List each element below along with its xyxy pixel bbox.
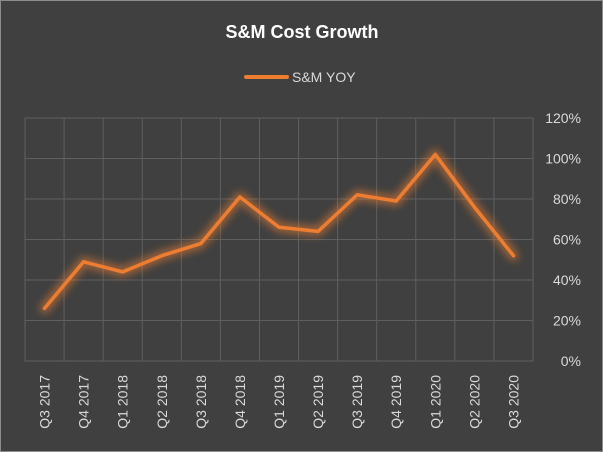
x-axis: Q3 2017 Q4 2017 Q1 2018 Q2 2018 Q3 2018 Q4 20… [37, 375, 522, 429]
data-point [316, 229, 320, 233]
chart-title: S&M Cost Growth [226, 22, 379, 42]
data-point [277, 225, 281, 229]
data-point [238, 195, 242, 199]
y-tick-label: 100% [545, 151, 581, 167]
x-tick-label: Q4 2017 [76, 375, 92, 429]
y-tick-label: 20% [553, 313, 581, 329]
x-tick-label: Q3 2018 [193, 375, 209, 429]
legend: S&M YOY [244, 69, 356, 85]
x-tick-label: Q1 2018 [115, 375, 131, 429]
x-tick-label: Q1 2019 [271, 375, 287, 429]
x-tick-label: Q2 2018 [154, 375, 170, 429]
data-point [43, 306, 47, 310]
x-tick-label: Q2 2019 [310, 375, 326, 429]
x-tick-label: Q3 2019 [349, 375, 365, 429]
y-axis: 0% 20% 40% 60% 80% 100% 120% [545, 110, 581, 369]
y-tick-label: 80% [553, 191, 581, 207]
x-tick-label: Q2 2020 [466, 375, 482, 429]
y-tick-label: 120% [545, 110, 581, 126]
y-tick-label: 0% [561, 353, 581, 369]
data-point [511, 254, 515, 258]
grid [24, 117, 534, 362]
data-point [394, 199, 398, 203]
data-point [472, 205, 476, 209]
data-point [121, 270, 125, 274]
x-tick-label: Q4 2018 [232, 375, 248, 429]
series-points [43, 152, 515, 310]
x-tick-label: Q4 2019 [388, 375, 404, 429]
data-point [82, 260, 86, 264]
x-tick-label: Q3 2017 [37, 375, 53, 429]
x-tick-label: Q1 2020 [427, 375, 443, 429]
x-tick-label: Q3 2020 [505, 375, 521, 429]
data-point [199, 242, 203, 246]
legend-label: S&M YOY [292, 69, 356, 85]
data-point [160, 254, 164, 258]
y-tick-label: 60% [553, 232, 581, 248]
data-point [355, 193, 359, 197]
series-line-glow [39, 149, 519, 314]
y-tick-label: 40% [553, 272, 581, 288]
data-point [433, 152, 437, 156]
